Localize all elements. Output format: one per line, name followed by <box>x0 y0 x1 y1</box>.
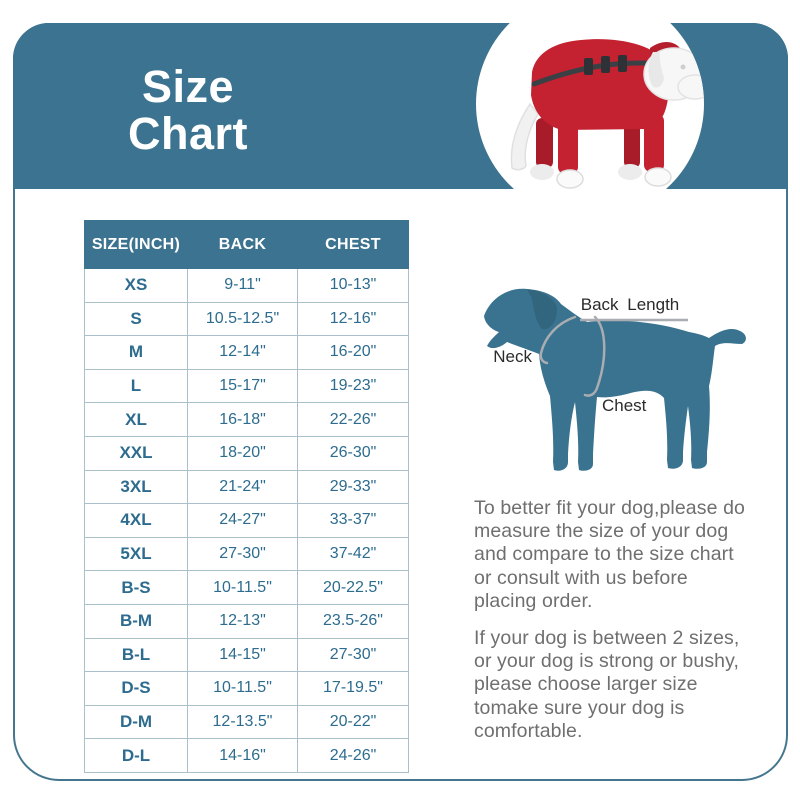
note-line: tomake sure your dog is <box>474 696 685 719</box>
back-cell: 21-24" <box>187 469 298 505</box>
table-row: D-L 14-16" 24-26" <box>84 738 409 773</box>
note-line: To better fit your dog,please do <box>474 497 745 519</box>
back-cell: 27-30" <box>187 536 298 572</box>
content-card: Size Chart <box>13 0 788 781</box>
column-header-size: SIZE(INCH) <box>84 220 188 269</box>
chest-cell: 16-20" <box>297 335 409 370</box>
note-line: If your dog is between 2 sizes, <box>474 627 740 650</box>
page-title-line1: Size <box>141 61 235 112</box>
neck-label: Neck <box>493 347 532 366</box>
chest-cell: 17-19.5" <box>297 671 409 706</box>
size-cell: 3XL <box>84 469 188 505</box>
note-paragraph-2: If your dog is between 2 sizes, or your … <box>474 627 784 743</box>
note-paragraph-1: To better fit your dog,please do measure… <box>474 497 784 613</box>
table-row: XL 16-18" 22-26" <box>84 402 409 437</box>
back-cell: 18-20" <box>187 435 298 471</box>
note-line: placing order. <box>474 589 593 612</box>
table-row: D-S 10-11.5" 17-19.5" <box>84 671 409 706</box>
size-cell: L <box>84 368 188 404</box>
chest-cell: 29-33" <box>297 469 409 505</box>
chest-cell: 33-37" <box>297 503 409 538</box>
table-row: 3XL 21-24" 29-33" <box>84 469 409 505</box>
chest-cell: 22-26" <box>297 402 409 437</box>
chest-cell: 19-23" <box>297 368 409 404</box>
note-line: and compare to the size chart <box>474 543 734 566</box>
note-line: please choose larger size <box>474 673 698 696</box>
page-title: Size Chart <box>33 63 343 157</box>
note-line: comfortable. <box>474 719 583 742</box>
column-header-chest: CHEST <box>297 220 409 269</box>
chest-label: Chest <box>602 396 647 415</box>
table-header-row: SIZE(INCH) BACK CHEST <box>84 220 409 269</box>
back-cell: 12-14" <box>187 335 298 370</box>
size-cell: B-S <box>84 570 188 605</box>
chest-cell: 23.5-26" <box>297 603 409 639</box>
chest-cell: 24-26" <box>297 738 409 773</box>
size-cell: XS <box>84 268 188 303</box>
back-cell: 10-11.5" <box>187 671 298 706</box>
table-row: S 10.5-12.5" 12-16" <box>84 301 409 337</box>
back-cell: 10.5-12.5" <box>187 301 298 337</box>
table-row: XS 9-11" 10-13" <box>84 268 409 303</box>
dog-raincoat-photo-icon <box>510 39 704 189</box>
back-cell: 10-11.5" <box>187 570 298 605</box>
size-cell: 5XL <box>84 536 188 572</box>
page-title-line2: Chart <box>127 108 248 159</box>
neck-measure-arc <box>539 315 577 365</box>
back-cell: 14-15" <box>187 637 298 673</box>
back-cell: 15-17" <box>187 368 298 404</box>
size-cell: D-S <box>84 671 188 706</box>
table-row: 4XL 24-27" 33-37" <box>84 503 409 538</box>
chest-cell: 10-13" <box>297 268 409 303</box>
table-row: D-M 12-13.5" 20-22" <box>84 704 409 740</box>
chest-cell: 26-30" <box>297 435 409 471</box>
table-row: B-S 10-11.5" 20-22.5" <box>84 570 409 605</box>
fitting-notes: To better fit your dog,please do measure… <box>474 497 784 743</box>
back-cell: 12-13" <box>187 603 298 639</box>
chest-cell: 20-22" <box>297 704 409 740</box>
table-row: M 12-14" 16-20" <box>84 335 409 370</box>
size-chart-table: SIZE(INCH) BACK CHEST XS 9-11" 10-13" S 10.… <box>84 220 409 773</box>
column-header-back: BACK <box>187 220 298 269</box>
back-cell: 14-16" <box>187 738 298 773</box>
back-length-label: Back Length <box>581 295 680 314</box>
chest-cell: 12-16" <box>297 301 409 337</box>
dog-silhouette-icon <box>484 288 746 471</box>
chest-cell: 27-30" <box>297 637 409 673</box>
back-cell: 9-11" <box>187 268 298 303</box>
table-row: B-L 14-15" 27-30" <box>84 637 409 673</box>
chest-cell: 37-42" <box>297 536 409 572</box>
size-cell: D-L <box>84 738 188 773</box>
size-cell: M <box>84 335 188 370</box>
note-line: or consult with us before <box>474 566 688 589</box>
table-row: 5XL 27-30" 37-42" <box>84 536 409 572</box>
chest-cell: 20-22.5" <box>297 570 409 605</box>
size-cell: B-M <box>84 603 188 639</box>
size-cell: XXL <box>84 435 188 471</box>
product-photo-circle <box>476 0 704 218</box>
table-row: B-M 12-13" 23.5-26" <box>84 603 409 639</box>
note-line: measure the size of your dog <box>474 520 729 543</box>
size-cell: S <box>84 301 188 337</box>
back-cell: 24-27" <box>187 503 298 538</box>
dog-measurement-diagram: Back Length Neck Chest <box>484 288 746 471</box>
back-cell: 12-13.5" <box>187 704 298 740</box>
dog-ear-shade <box>527 289 558 330</box>
size-cell: B-L <box>84 637 188 673</box>
size-cell: 4XL <box>84 503 188 538</box>
chest-measure-arc <box>583 315 606 397</box>
size-cell: D-M <box>84 704 188 740</box>
size-cell: XL <box>84 402 188 437</box>
note-line: or your dog is strong or bushy, <box>474 650 740 673</box>
table-row: L 15-17" 19-23" <box>84 368 409 404</box>
back-cell: 16-18" <box>187 402 298 437</box>
table-row: XXL 18-20" 26-30" <box>84 435 409 471</box>
